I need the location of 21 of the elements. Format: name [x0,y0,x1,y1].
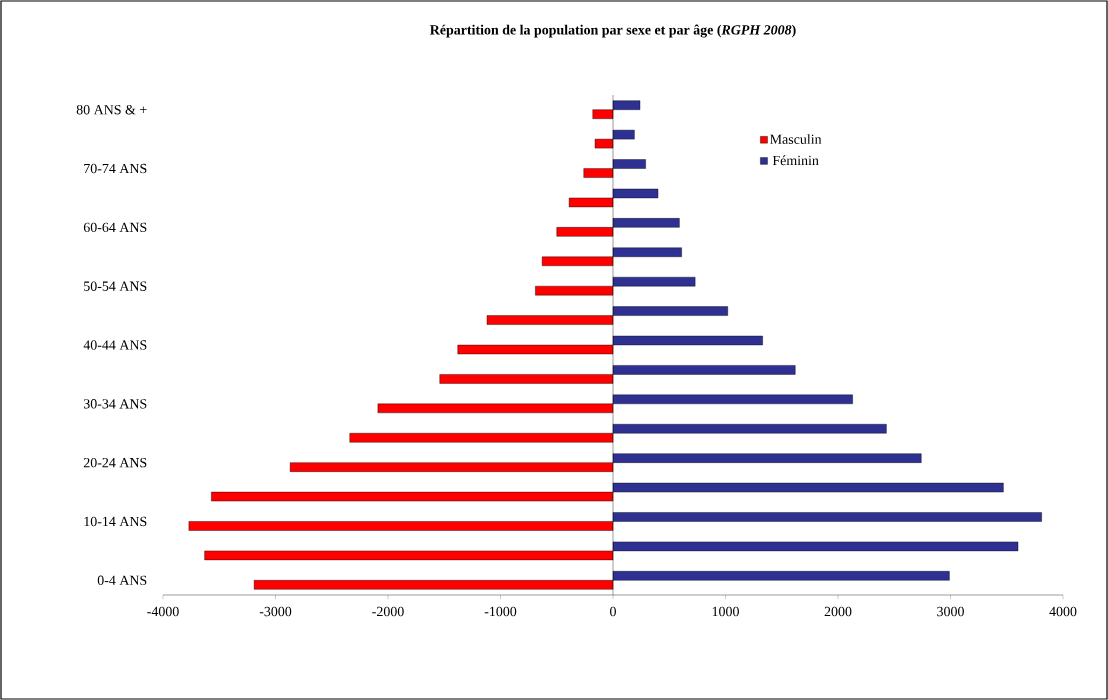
x-tick-label: 3000 [937,606,964,617]
y-tick-label: 70-74 ANS [84,163,147,174]
x-tick-label: -2000 [372,606,404,617]
x-tick-label: 1000 [712,606,739,617]
y-tick-label: 80 ANS & + [76,105,147,115]
y-tick-label: 50-54 ANS [84,281,147,291]
chart-title: Répartition de la population par sexe et par âge (RGPH 2008) [429,24,796,38]
y-tick-label: 0-4 ANS [97,575,147,586]
x-tick-label: -3000 [259,606,292,617]
y-tick-label: 10-14 ANS [84,516,147,527]
x-tick-label: 2000 [824,606,852,617]
y-tick-label: 30-34 ANS [83,399,147,409]
y-tick-label: 40-44 ANS [83,340,147,350]
x-tick-label: -4000 [147,606,179,617]
y-tick-label: 60-64 ANS [83,222,147,233]
x-tick-label: -1000 [484,606,517,617]
legend-label: Féminin [772,155,819,166]
x-tick-label: 0 [610,606,616,617]
y-tick-label: 20-24 ANS [83,457,147,468]
x-tick-label: 4000 [1049,606,1077,617]
legend-label: Masculin [770,134,822,145]
